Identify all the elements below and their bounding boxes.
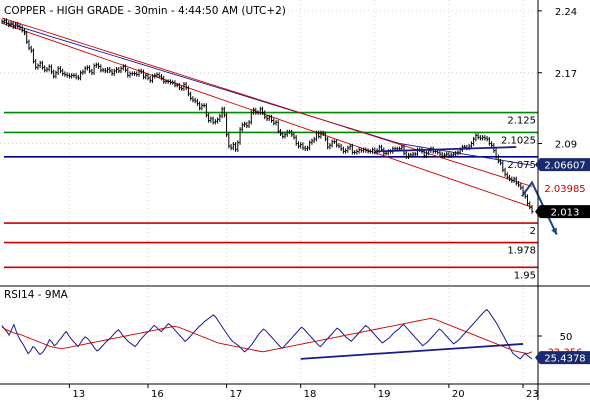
price-badge-last: [535, 205, 590, 219]
price-series: [1, 18, 534, 214]
series-rsi: [1, 308, 533, 360]
price-badge-upper: [535, 158, 590, 172]
x-tick-label: 17: [230, 389, 243, 400]
series-envelope: [1, 17, 533, 187]
rsi-y-tick-label: 50: [560, 332, 573, 343]
level-label: 1.978: [507, 246, 536, 257]
y-tick-label: 2.24: [555, 7, 577, 18]
x-tick-label: 16: [151, 389, 164, 400]
level-label: 2.125: [507, 116, 536, 127]
x-tick-label: 23: [526, 389, 539, 400]
level-label: 2.075: [507, 160, 536, 171]
chart-title: COPPER - HIGH GRADE - 30min - 4:44:50 AM…: [4, 5, 286, 17]
y-tick-label: 2.17: [555, 69, 577, 80]
price-badge-label: 2.06607: [544, 161, 585, 172]
axis-label-stub: 1: [581, 208, 587, 219]
series-moving-average: [1, 21, 533, 166]
y-tick-label: 2.09: [555, 140, 577, 151]
price-trendline: [374, 146, 517, 153]
grid-layer: [0, 0, 538, 384]
price-badge-label: 2.03985: [544, 184, 585, 195]
x-tick-label: 18: [304, 389, 317, 400]
level-label: 1.95: [514, 270, 536, 281]
price-badge-label: 2.013: [551, 208, 580, 219]
x-tick-label: 19: [378, 389, 391, 400]
x-tick-label: 20: [452, 389, 465, 400]
series-rsi-ma: [1, 317, 533, 355]
rsi-title: RSI14 - 9MA: [4, 289, 69, 301]
forecast-arrow-head: [551, 227, 557, 235]
x-tick-label: 13: [72, 389, 85, 400]
level-label: 2: [530, 226, 536, 237]
level-layer: 2.125 2.1025 2.075 2 1.978 1.95: [4, 111, 538, 281]
price-badge-rsi: [535, 351, 590, 365]
level-label: 2.1025: [501, 135, 536, 146]
series-layer: [1, 17, 534, 360]
price-badge-label: 25.4378: [544, 354, 585, 365]
rsi-trendline: [300, 343, 524, 360]
